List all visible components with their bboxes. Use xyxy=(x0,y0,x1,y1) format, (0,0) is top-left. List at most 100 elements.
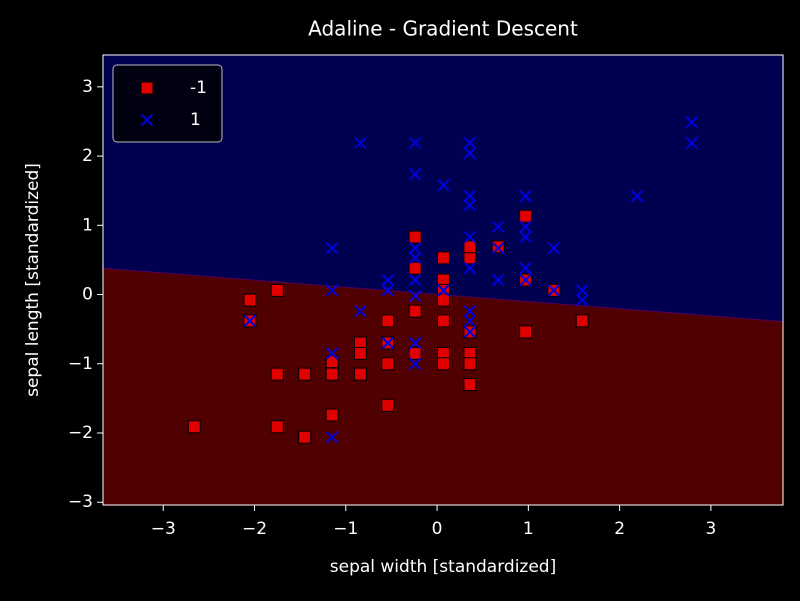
region xyxy=(103,55,783,322)
point xyxy=(270,420,284,434)
y-tick-label: 0 xyxy=(82,285,93,305)
point xyxy=(463,262,477,275)
legend-marker xyxy=(140,113,154,127)
point xyxy=(381,284,394,297)
point xyxy=(519,273,532,287)
point xyxy=(408,357,422,370)
chart-title: Adaline - Gradient Descent xyxy=(308,17,578,41)
point xyxy=(408,289,422,303)
point xyxy=(298,367,312,381)
point xyxy=(463,251,477,265)
point xyxy=(519,262,532,275)
y-tick-label: −3 xyxy=(68,492,93,512)
point xyxy=(436,357,450,371)
point xyxy=(436,314,450,328)
legend-marker xyxy=(140,81,154,95)
point xyxy=(575,293,589,307)
point xyxy=(353,346,367,360)
point xyxy=(519,209,533,223)
x-tick-label: 2 xyxy=(614,519,625,539)
point xyxy=(270,283,284,297)
region xyxy=(103,268,783,505)
point xyxy=(187,420,201,434)
point xyxy=(354,304,367,318)
axes-frame xyxy=(102,54,784,506)
point xyxy=(298,430,312,444)
point xyxy=(463,357,477,371)
point xyxy=(463,147,477,160)
point xyxy=(325,284,339,297)
point xyxy=(463,190,477,203)
point xyxy=(325,408,339,422)
point xyxy=(408,346,422,360)
point xyxy=(408,230,422,244)
x-tick-label: 3 xyxy=(705,519,716,539)
point xyxy=(463,199,477,212)
y-tick-label: −1 xyxy=(68,354,93,374)
point xyxy=(353,367,367,381)
point xyxy=(354,136,367,150)
plot-area xyxy=(102,55,784,505)
y-tick-label: −2 xyxy=(68,423,93,443)
point xyxy=(437,284,450,297)
point xyxy=(325,367,339,381)
point xyxy=(408,304,422,318)
point xyxy=(408,273,422,287)
point xyxy=(463,304,477,318)
point xyxy=(492,273,505,287)
point xyxy=(463,230,477,244)
x-tick-label: 0 xyxy=(432,519,443,539)
point xyxy=(436,293,450,307)
point xyxy=(547,241,561,255)
point xyxy=(437,178,450,192)
point xyxy=(463,325,477,339)
point xyxy=(492,241,505,255)
point xyxy=(463,136,477,150)
point xyxy=(463,378,477,392)
point xyxy=(463,314,477,328)
point xyxy=(519,220,532,233)
point xyxy=(685,136,698,150)
y-tick-label: 3 xyxy=(82,77,93,97)
legend-label: -1 xyxy=(190,78,207,98)
x-tick-label: −1 xyxy=(333,519,358,539)
point xyxy=(436,251,450,265)
legend-label: 1 xyxy=(190,110,201,130)
point xyxy=(463,240,477,254)
point xyxy=(408,251,422,265)
point xyxy=(325,430,339,444)
point xyxy=(408,336,422,350)
point xyxy=(243,293,257,307)
point xyxy=(408,167,422,181)
point xyxy=(575,314,589,328)
y-tick-label: 2 xyxy=(82,146,93,166)
point xyxy=(630,190,644,203)
point xyxy=(408,261,422,275)
y-axis-label: sepal length [standardized] xyxy=(23,163,43,397)
y-tick-label: 1 xyxy=(82,215,93,235)
point xyxy=(381,357,395,371)
x-axis-label: sepal width [standardized] xyxy=(330,557,556,577)
x-tick-label: −2 xyxy=(242,519,267,539)
point xyxy=(325,355,339,369)
point xyxy=(519,190,532,203)
point xyxy=(547,284,561,297)
point xyxy=(575,284,589,297)
point xyxy=(325,347,339,360)
x-tick-label: −3 xyxy=(151,519,176,539)
point xyxy=(270,367,284,381)
point xyxy=(519,230,532,244)
point xyxy=(243,314,257,328)
point xyxy=(519,325,533,339)
point xyxy=(381,336,394,350)
point xyxy=(381,314,395,328)
point xyxy=(408,241,422,255)
point xyxy=(325,241,339,255)
legend-box xyxy=(112,64,223,143)
x-tick-label: 1 xyxy=(523,519,534,539)
point xyxy=(408,136,422,150)
point xyxy=(685,115,698,129)
point xyxy=(492,220,505,233)
point xyxy=(381,398,395,412)
